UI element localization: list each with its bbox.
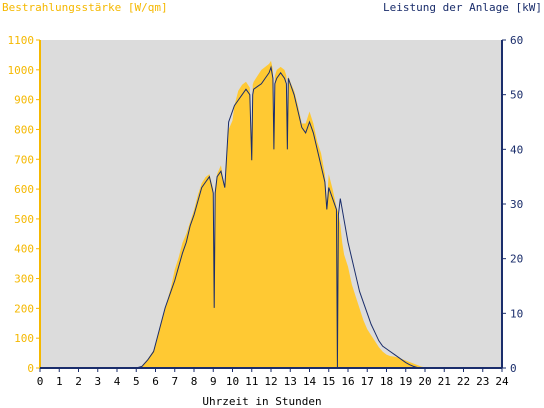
x-tick-label: 2 xyxy=(75,375,82,388)
x-tick-label: 23 xyxy=(476,375,489,388)
left-tick-label: 600 xyxy=(14,183,34,196)
left-tick-label: 900 xyxy=(14,94,34,107)
x-tick-label: 12 xyxy=(264,375,277,388)
right-tick-label: 50 xyxy=(510,89,523,102)
left-tick-label: 0 xyxy=(27,362,34,375)
x-tick-label: 16 xyxy=(341,375,354,388)
left-tick-label: 100 xyxy=(14,332,34,345)
left-axis-label: Bestrahlungsstärke [W/qm] xyxy=(2,1,168,14)
irradiance-area-series xyxy=(40,60,502,369)
x-tick-label: 17 xyxy=(361,375,374,388)
x-tick-label: 6 xyxy=(152,375,159,388)
x-axis-ticks: 0 1 2 3 4 5 6 7 8 9 10 11 12 13 14 15 16 17 18 19 20 21 22 23 24 xyxy=(37,368,509,388)
x-tick-label: 7 xyxy=(171,375,178,388)
x-tick-label: 10 xyxy=(226,375,239,388)
x-tick-label: 18 xyxy=(380,375,393,388)
right-tick-label: 60 xyxy=(510,34,523,47)
x-tick-label: 13 xyxy=(284,375,297,388)
power-line xyxy=(40,65,502,369)
power-line-series xyxy=(40,65,502,369)
x-tick-label: 0 xyxy=(37,375,44,388)
x-tick-label: 8 xyxy=(191,375,198,388)
x-tick-label: 11 xyxy=(245,375,258,388)
irradiance-area xyxy=(40,60,502,369)
right-axis-ticks: 0 10 20 30 40 50 60 xyxy=(502,34,523,375)
x-tick-label: 15 xyxy=(322,375,335,388)
left-tick-label: 400 xyxy=(14,243,34,256)
x-axis-label: Uhrzeit in Stunden xyxy=(202,395,321,408)
x-tick-label: 4 xyxy=(114,375,121,388)
right-tick-label: 0 xyxy=(510,362,517,375)
x-tick-label: 19 xyxy=(399,375,412,388)
right-tick-label: 10 xyxy=(510,307,523,320)
x-tick-label: 9 xyxy=(210,375,217,388)
left-tick-label: 300 xyxy=(14,273,34,286)
right-tick-label: 40 xyxy=(510,143,523,156)
right-axis-label: Leistung der Anlage [kW] xyxy=(383,1,542,14)
x-tick-label: 22 xyxy=(457,375,470,388)
x-tick-label: 5 xyxy=(133,375,140,388)
right-tick-label: 30 xyxy=(510,198,523,211)
left-tick-label: 500 xyxy=(14,213,34,226)
x-tick-label: 21 xyxy=(438,375,451,388)
x-tick-label: 3 xyxy=(94,375,101,388)
x-tick-label: 20 xyxy=(418,375,431,388)
x-tick-label: 24 xyxy=(495,375,509,388)
left-tick-label: 1000 xyxy=(8,64,35,77)
x-tick-label: 1 xyxy=(56,375,63,388)
x-tick-label: 14 xyxy=(303,375,317,388)
right-tick-label: 20 xyxy=(510,253,523,266)
left-tick-label: 1100 xyxy=(8,34,35,47)
left-axis-ticks: 0 100 200 300 400 500 600 700 800 900 1000 1100 xyxy=(8,34,40,375)
left-tick-label: 800 xyxy=(14,123,34,136)
left-tick-label: 200 xyxy=(14,302,34,315)
left-tick-label: 700 xyxy=(14,153,34,166)
